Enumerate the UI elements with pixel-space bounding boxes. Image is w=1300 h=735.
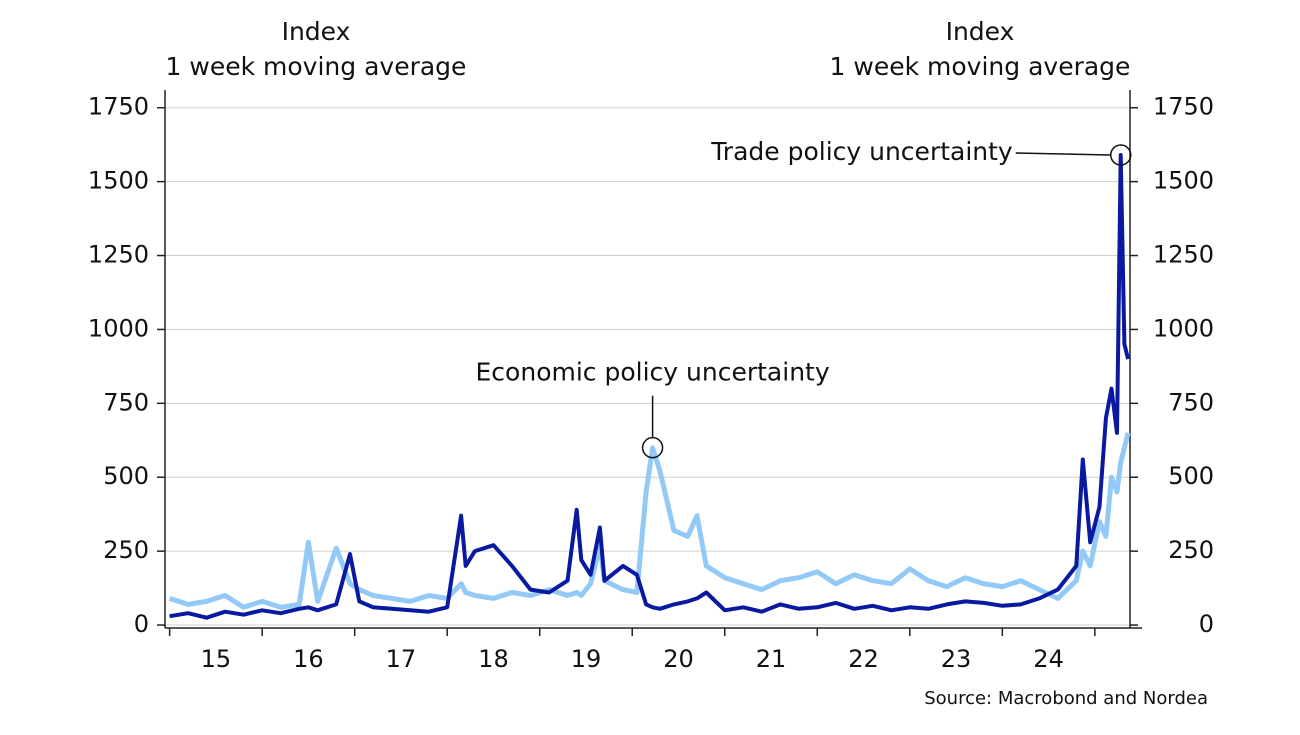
right-axis-subtitle: 1 week moving average: [830, 52, 1131, 81]
x-tick-label: 21: [756, 645, 787, 673]
right-axis-title: Index: [946, 17, 1015, 46]
x-tick-label: 22: [848, 645, 879, 673]
x-tick-label: 18: [478, 645, 509, 673]
left-axis-subtitle: 1 week moving average: [166, 52, 467, 81]
y-tick-label: 1750: [88, 93, 149, 121]
left-axis-title: Index: [282, 17, 351, 46]
source: Source: Macrobond and Nordea: [924, 688, 1208, 709]
y-tick-label: 0: [134, 610, 149, 638]
annotation-line: [1015, 152, 1111, 156]
series-line: [169, 153, 1131, 620]
y-tick-label: 1000: [88, 314, 149, 342]
y2-tick-label: 500: [1168, 462, 1214, 490]
x-tick-label: 23: [941, 645, 972, 673]
y2-tick-label: 1000: [1153, 314, 1214, 342]
x-tick-label: 16: [293, 645, 324, 673]
annotation-label: Trade policy uncertainty: [710, 137, 1013, 166]
x-tick-label: 17: [386, 645, 417, 673]
annotation-label: Economic policy uncertainty: [476, 358, 830, 387]
y2-tick-label: 250: [1168, 536, 1214, 564]
y-tick-label: 1500: [88, 167, 149, 195]
y-tick-label: 750: [103, 388, 149, 416]
y2-tick-label: 1500: [1153, 167, 1214, 195]
y2-tick-label: 1250: [1153, 241, 1214, 269]
y2-tick-label: 750: [1168, 388, 1214, 416]
y-tick-label: 500: [103, 462, 149, 490]
x-tick-label: 19: [571, 645, 602, 673]
y-tick-label: 250: [103, 536, 149, 564]
y2-tick-label: 1750: [1153, 93, 1214, 121]
series-line: [168, 432, 1131, 610]
x-tick-label: 15: [201, 645, 232, 673]
y2-tick-label: 0: [1199, 610, 1214, 638]
x-tick-label: 24: [1033, 645, 1064, 673]
x-tick-label: 20: [663, 645, 694, 673]
y-tick-label: 1250: [88, 241, 149, 269]
